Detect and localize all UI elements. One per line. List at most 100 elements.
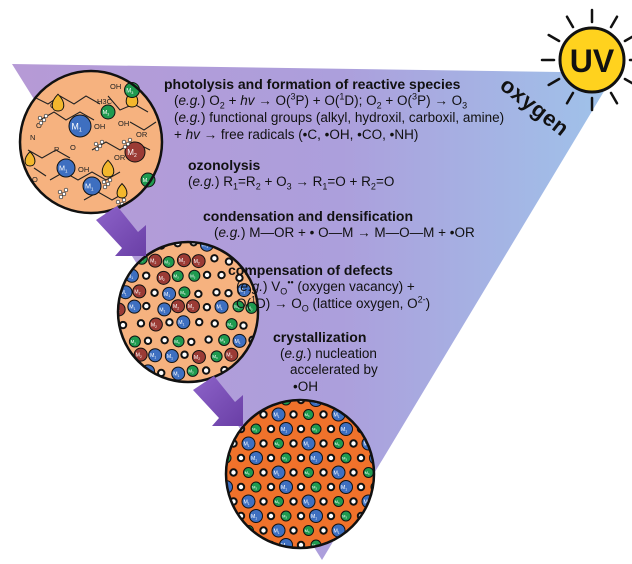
oxygen-site — [356, 453, 366, 463]
metal-ion-1: M1 — [237, 283, 252, 298]
svg-text:M1: M1 — [303, 441, 309, 447]
oxygen-site — [296, 511, 306, 521]
solvent-cluster — [37, 113, 49, 126]
metal-ion-3: M3 — [333, 496, 344, 507]
svg-text:M1: M1 — [164, 292, 170, 298]
svg-text:M1: M1 — [235, 339, 241, 345]
metal-ion-2: M2 — [176, 253, 191, 268]
precursor-circle: H3COHOHOHORORRONOHOOOM3M1M2M1M1M3M3 — [18, 69, 164, 215]
svg-text:M2: M2 — [188, 304, 194, 310]
svg-text:M3: M3 — [234, 304, 240, 310]
svg-text:M1: M1 — [273, 528, 279, 534]
stage-compensation-line-1: (e.g.) VO•• (oxygen vacancy) + — [236, 277, 415, 297]
metal-ion-1: M1 — [127, 299, 142, 314]
metal-ion-3: M3 — [232, 300, 245, 313]
hydroxyl-label: OH — [94, 122, 105, 131]
metal-ion-2: M2 — [148, 317, 163, 332]
alkyl-chain — [29, 94, 101, 105]
oxygen-site — [319, 439, 328, 448]
svg-text:M1: M1 — [167, 354, 173, 360]
methyl-label: H3C — [97, 97, 113, 106]
oxygen-site — [224, 288, 233, 298]
metal-ion-3: M3 — [280, 510, 292, 522]
oxygen-site — [266, 424, 276, 434]
svg-text:M3: M3 — [312, 427, 317, 433]
metal-ion-1: M1 — [82, 176, 102, 196]
process-funnel — [12, 64, 612, 560]
metal-ion-3: M3 — [250, 481, 262, 493]
metal-ion-3: M3 — [310, 423, 322, 435]
svg-text:M2: M2 — [173, 304, 179, 310]
svg-text:M3: M3 — [220, 338, 226, 344]
svg-text:M3: M3 — [305, 470, 310, 476]
oxygen-site — [326, 511, 336, 521]
oxygen-site — [296, 482, 306, 492]
svg-text:M3: M3 — [188, 369, 194, 375]
oxygen-site — [202, 302, 212, 312]
oxygen-site — [160, 335, 169, 345]
metal-ion-1: M1 — [232, 333, 247, 348]
svg-text:M1: M1 — [341, 485, 347, 491]
svg-text:M1: M1 — [72, 121, 82, 133]
metal-ion-1: M1 — [339, 422, 353, 436]
svg-text:M2: M2 — [159, 276, 165, 282]
alkyl-chain — [107, 95, 149, 113]
stage-title-crystallization: crystallization — [273, 329, 367, 345]
stage-title-photolysis: photolysis and formation of reactive spe… — [164, 76, 461, 92]
metal-ion-3: M3 — [100, 104, 116, 120]
oxygen-site — [289, 497, 298, 506]
stage-title-ozonolysis: ozonolysis — [188, 157, 261, 173]
svg-text:M1: M1 — [85, 182, 94, 192]
svg-text:M3: M3 — [275, 499, 280, 505]
stage-title-condensation: condensation and densification — [203, 208, 414, 224]
svg-text:M1: M1 — [333, 412, 339, 418]
metal-ion-2: M2 — [191, 254, 206, 269]
oxygen-site — [142, 301, 151, 311]
oxygen-site — [319, 497, 328, 506]
process-arrow-1 — [96, 206, 146, 256]
nitrogen-atom-label: N — [30, 133, 35, 142]
oxygen-site — [187, 337, 196, 347]
metal-ion-2: M2 — [185, 299, 200, 314]
svg-text:M1: M1 — [273, 470, 279, 476]
svg-text:M3: M3 — [335, 441, 340, 447]
alkyl-chain — [129, 121, 157, 131]
svg-text:M1: M1 — [217, 305, 223, 311]
metal-ion-1: M1 — [148, 348, 163, 363]
svg-text:M1: M1 — [202, 243, 208, 249]
oxygen-atom-label: O — [36, 121, 42, 130]
svg-text:M3: M3 — [131, 339, 137, 345]
oxygen-site — [289, 410, 298, 419]
metal-ion-2: M2 — [156, 270, 171, 285]
oxygen-site — [202, 270, 212, 280]
oxygen-site — [210, 319, 219, 328]
svg-text:M3: M3 — [252, 427, 257, 433]
oxygen-site — [259, 468, 268, 477]
hydroxyl-label: OH — [78, 165, 89, 174]
metal-ion-2: M2 — [132, 284, 147, 299]
solvent-cluster — [101, 177, 113, 190]
stage-photolysis-line-3: + hv → free radicals (•C, •OH, •CO, •NH) — [174, 127, 419, 142]
droplet — [116, 182, 128, 199]
solvent-cluster — [93, 139, 105, 152]
droplet — [51, 93, 65, 112]
stage-crystallization-line-3: •OH — [293, 379, 318, 394]
svg-text:M1: M1 — [239, 288, 245, 294]
oxygen-site — [259, 526, 268, 535]
svg-text:M1: M1 — [178, 320, 184, 326]
oxygen-site — [150, 288, 159, 297]
metal-ion-2: M2 — [124, 141, 146, 163]
svg-text:M1: M1 — [281, 427, 287, 433]
alkoxy-label: OR — [136, 130, 148, 139]
oxygen-site — [210, 254, 219, 263]
metal-ion-3: M3 — [218, 334, 231, 347]
metal-ion-3: M3 — [245, 301, 258, 314]
metal-ion-3: M3 — [363, 467, 374, 478]
oxygen-site — [224, 257, 234, 266]
metal-ion-3: M3 — [186, 364, 199, 377]
metal-ion-2: M2 — [170, 299, 185, 314]
svg-text:M2: M2 — [151, 323, 157, 329]
metal-ion-1: M1 — [279, 480, 293, 494]
oxygen-site — [289, 468, 298, 477]
